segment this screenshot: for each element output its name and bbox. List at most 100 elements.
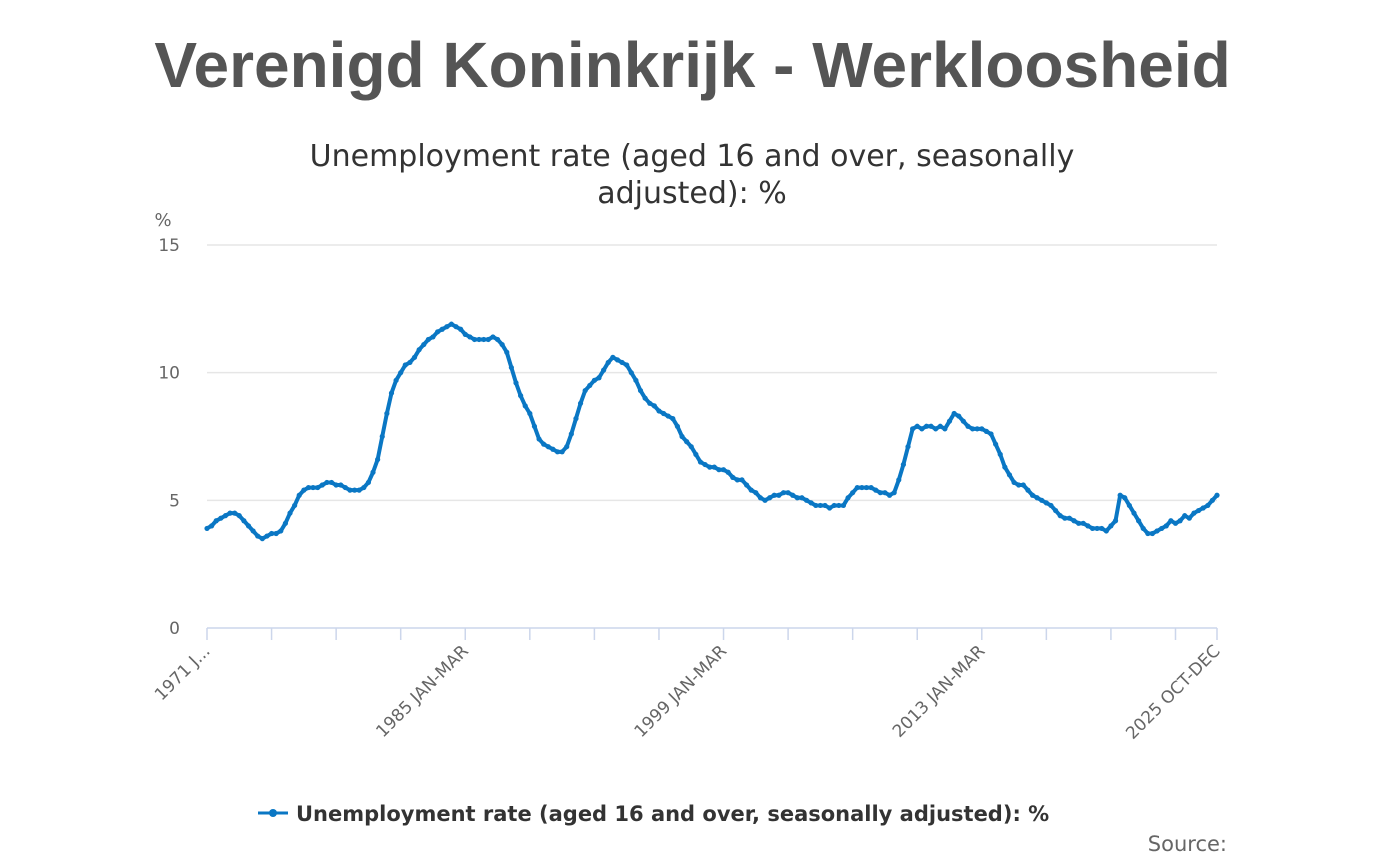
data-point	[900, 461, 906, 468]
data-point	[647, 400, 653, 406]
data-point	[338, 482, 344, 488]
data-point	[379, 433, 385, 440]
data-point	[1200, 505, 1206, 511]
data-point	[794, 495, 800, 501]
data-point	[564, 444, 570, 450]
data-point	[831, 502, 837, 509]
data-point	[222, 513, 229, 519]
y-tick-label: 5	[169, 491, 180, 511]
data-point	[1205, 502, 1211, 509]
data-point	[1140, 525, 1146, 532]
data-point	[836, 502, 842, 509]
data-point	[342, 484, 348, 491]
data-point	[268, 530, 275, 537]
data-point	[310, 484, 316, 491]
data-point	[697, 459, 704, 465]
data-point	[1122, 495, 1128, 501]
data-point	[278, 528, 284, 534]
x-tick-label: 2025 OCT-DEC	[1122, 641, 1224, 743]
data-point	[388, 390, 395, 396]
data-point	[946, 418, 953, 424]
data-point	[384, 410, 390, 417]
data-point	[1048, 502, 1054, 509]
y-tick-label: 10	[158, 364, 180, 384]
data-point	[624, 362, 630, 368]
chart-title: Unemployment rate (aged 16 and over, sea…	[309, 139, 1075, 211]
data-point	[356, 487, 362, 493]
data-point	[1016, 482, 1022, 488]
data-point	[375, 456, 381, 463]
data-point	[582, 387, 588, 394]
data-point	[1214, 492, 1220, 498]
data-point	[748, 487, 754, 493]
data-point	[619, 359, 625, 366]
data-point	[273, 530, 279, 537]
data-point	[1163, 523, 1169, 529]
data-point	[504, 349, 510, 355]
data-point	[688, 444, 694, 450]
data-point	[444, 324, 450, 330]
data-point	[458, 326, 464, 332]
data-point	[679, 433, 685, 440]
data-point	[614, 357, 621, 363]
data-point	[416, 347, 422, 353]
data-point	[287, 510, 293, 516]
data-point	[937, 423, 943, 429]
data-point	[1154, 528, 1160, 534]
data-point	[790, 492, 796, 498]
data-point	[997, 451, 1003, 457]
data-point	[545, 444, 551, 450]
data-point	[305, 484, 312, 491]
data-point	[407, 359, 413, 366]
data-point	[914, 423, 920, 429]
data-point	[430, 334, 436, 340]
data-point	[301, 487, 307, 493]
data-point	[1145, 530, 1151, 537]
data-point	[264, 533, 270, 539]
data-point	[1062, 515, 1068, 521]
data-point	[490, 334, 496, 340]
source-label: Source:	[1147, 832, 1227, 856]
data-point	[554, 449, 561, 455]
data-point	[840, 502, 847, 509]
data-point	[421, 341, 427, 348]
data-point	[923, 423, 930, 429]
data-point	[425, 336, 431, 343]
data-point	[522, 403, 528, 409]
data-point	[577, 400, 584, 406]
data-point	[1182, 513, 1188, 519]
data-point	[1034, 495, 1040, 501]
data-point	[1177, 518, 1183, 524]
data-point	[637, 387, 644, 394]
data-point	[1191, 510, 1197, 516]
y-axis-label: %	[154, 210, 171, 231]
legend-label: Unemployment rate (aged 16 and over, sea…	[296, 802, 1049, 826]
data-point	[1126, 502, 1132, 509]
data-point	[568, 431, 574, 437]
data-point	[245, 523, 252, 529]
data-point	[241, 518, 247, 524]
data-point	[209, 523, 215, 529]
data-point	[822, 502, 828, 509]
data-point	[1066, 515, 1073, 521]
data-point	[541, 441, 547, 447]
data-point	[1002, 464, 1008, 470]
data-point	[282, 520, 289, 526]
data-point	[891, 490, 897, 496]
data-point	[730, 474, 736, 480]
data-point	[559, 449, 565, 455]
data-point	[767, 495, 773, 501]
data-point	[513, 380, 519, 386]
legend-marker	[269, 809, 277, 817]
data-point	[702, 461, 708, 468]
data-point	[910, 426, 916, 432]
data-point	[799, 495, 805, 501]
data-point	[956, 413, 962, 419]
data-point	[531, 423, 538, 429]
data-point	[1020, 482, 1026, 488]
data-point	[651, 403, 657, 409]
x-tick-label: 1999 JAN-MAR	[631, 641, 732, 742]
data-point	[467, 334, 473, 340]
data-point	[324, 479, 330, 486]
